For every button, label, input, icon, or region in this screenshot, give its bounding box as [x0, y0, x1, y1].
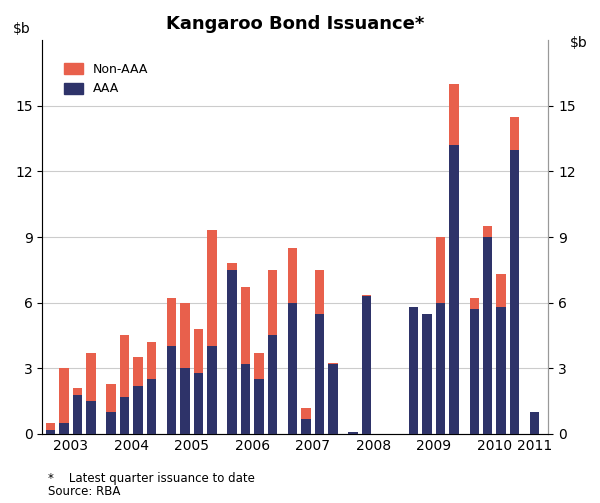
- Bar: [181, 303, 190, 368]
- Bar: [530, 412, 539, 434]
- Bar: [288, 248, 298, 303]
- Text: Source: RBA: Source: RBA: [48, 485, 121, 498]
- Bar: [254, 353, 264, 379]
- Bar: [510, 149, 520, 434]
- Bar: [46, 430, 55, 434]
- Bar: [147, 379, 156, 434]
- Bar: [510, 117, 520, 149]
- Bar: [46, 423, 55, 430]
- Bar: [120, 397, 129, 434]
- Bar: [241, 287, 250, 364]
- Bar: [73, 388, 82, 394]
- Bar: [106, 412, 116, 434]
- Bar: [106, 384, 116, 412]
- Bar: [167, 298, 176, 347]
- Bar: [227, 263, 237, 270]
- Bar: [362, 295, 371, 296]
- Bar: [241, 364, 250, 434]
- Bar: [86, 353, 95, 401]
- Bar: [470, 309, 479, 434]
- Bar: [436, 303, 445, 434]
- Bar: [268, 336, 277, 434]
- Bar: [133, 357, 143, 386]
- Bar: [147, 342, 156, 379]
- Bar: [470, 298, 479, 309]
- Bar: [59, 368, 69, 423]
- Bar: [362, 296, 371, 434]
- Bar: [254, 379, 264, 434]
- Bar: [422, 313, 432, 434]
- Bar: [86, 401, 95, 434]
- Bar: [207, 230, 217, 347]
- Bar: [194, 329, 203, 373]
- Bar: [349, 432, 358, 434]
- Bar: [315, 313, 324, 434]
- Bar: [167, 347, 176, 434]
- Bar: [301, 407, 311, 418]
- Bar: [227, 270, 237, 434]
- Bar: [409, 307, 418, 434]
- Bar: [301, 418, 311, 434]
- Bar: [268, 270, 277, 336]
- Bar: [483, 226, 493, 237]
- Bar: [120, 336, 129, 397]
- Bar: [59, 423, 69, 434]
- Y-axis label: $b: $b: [13, 22, 31, 36]
- Bar: [496, 307, 506, 434]
- Bar: [328, 364, 338, 434]
- Bar: [73, 394, 82, 434]
- Bar: [483, 237, 493, 434]
- Bar: [328, 363, 338, 364]
- Bar: [449, 84, 459, 145]
- Title: Kangaroo Bond Issuance*: Kangaroo Bond Issuance*: [166, 15, 425, 33]
- Bar: [181, 368, 190, 434]
- Bar: [288, 303, 298, 434]
- Bar: [315, 270, 324, 313]
- Bar: [133, 386, 143, 434]
- Bar: [194, 373, 203, 434]
- Bar: [436, 237, 445, 303]
- Y-axis label: $b: $b: [569, 36, 587, 50]
- Bar: [207, 347, 217, 434]
- Bar: [496, 274, 506, 307]
- Bar: [449, 145, 459, 434]
- Text: *    Latest quarter issuance to date: * Latest quarter issuance to date: [48, 472, 255, 485]
- Legend: Non-AAA, AAA: Non-AAA, AAA: [59, 58, 153, 101]
